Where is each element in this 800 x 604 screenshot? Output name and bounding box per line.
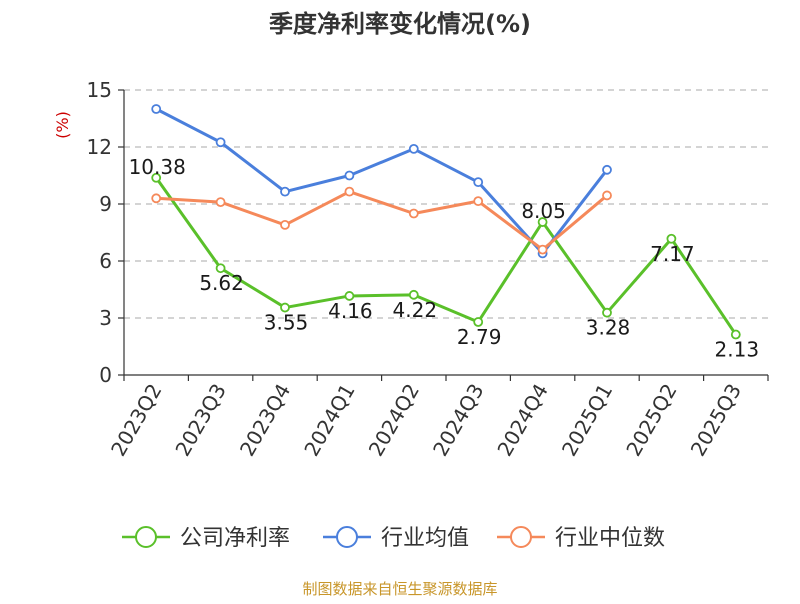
legend-marker [135, 526, 157, 548]
data-point [730, 329, 741, 340]
x-tick-label: 2023Q2 [106, 380, 166, 461]
data-point [666, 233, 677, 244]
x-tick-label: 2025Q2 [621, 380, 681, 461]
data-point [408, 208, 419, 219]
data-point [151, 172, 162, 183]
data-point [344, 170, 355, 181]
data-label: 3.28 [586, 316, 631, 340]
data-point [280, 186, 290, 197]
data-label: 4.22 [393, 298, 438, 322]
data-point [602, 307, 612, 318]
data-point [280, 219, 290, 230]
data-label: 2.79 [457, 325, 502, 349]
x-tick-label: 2024Q3 [428, 380, 488, 461]
data-label: 7.17 [650, 242, 695, 266]
y-tick-label: 12 [87, 135, 112, 159]
data-label: 3.55 [264, 311, 309, 335]
data-point [602, 190, 612, 201]
y-axis-label: (%) [53, 111, 72, 139]
data-point [215, 263, 226, 274]
grid-lines [124, 89, 768, 319]
data-point [151, 193, 162, 204]
data-point [280, 302, 290, 313]
data-label: 10.38 [129, 155, 186, 179]
series-lines [151, 104, 741, 340]
data-point [537, 217, 548, 227]
data-point [537, 244, 548, 255]
x-tick-label: 2024Q1 [299, 380, 359, 461]
data-label: 5.62 [199, 271, 244, 295]
x-tick-label: 2025Q1 [557, 380, 617, 461]
legend-marker [510, 526, 532, 548]
data-point [151, 104, 162, 114]
y-tick-label: 6 [99, 249, 112, 273]
data-label: 8.05 [521, 199, 566, 223]
series-line [155, 107, 609, 255]
y-tick-label: 15 [87, 78, 112, 102]
series-line [156, 190, 608, 252]
legend-item: 公司净利率 [122, 526, 290, 551]
y-tick-label: 0 [99, 363, 112, 387]
legend-item: 行业中位数 [497, 526, 665, 551]
data-point [215, 197, 226, 208]
data-point [473, 196, 484, 207]
data-point [408, 289, 419, 300]
data-point [473, 317, 484, 327]
series-line [154, 176, 738, 336]
legend-label: 公司净利率 [180, 526, 290, 551]
x-tick-label: 2023Q3 [170, 380, 230, 461]
data-point [344, 291, 355, 301]
chart-title: 季度净利率变化情况(%) [269, 10, 531, 38]
x-tick-label: 2025Q3 [686, 380, 746, 461]
legend-label: 行业均值 [381, 526, 469, 551]
source-note: 制图数据来自恒生聚源数据库 [302, 580, 497, 598]
data-point [408, 143, 419, 154]
legend-item: 行业均值 [323, 526, 469, 551]
data-label: 2.13 [715, 338, 760, 362]
y-tick-label: 9 [99, 192, 112, 216]
y-tick-label: 3 [99, 306, 112, 330]
data-point [473, 177, 484, 188]
data-point [602, 164, 612, 175]
data-label: 4.16 [328, 299, 373, 323]
legend-marker [336, 526, 358, 548]
data-point [344, 186, 355, 197]
x-tick-label: 2024Q4 [492, 380, 552, 461]
data-point [215, 137, 226, 148]
x-tick-label: 2024Q2 [364, 380, 424, 461]
x-tick-label: 2023Q4 [235, 380, 295, 461]
legend: 公司净利率 行业均值 行业中位数 [122, 526, 665, 551]
legend-label: 行业中位数 [555, 526, 665, 551]
data-labels: 10.38 5.62 3.55 4.16 4.22 2.79 8.05 3.28 7.17 2.1… [129, 155, 759, 362]
